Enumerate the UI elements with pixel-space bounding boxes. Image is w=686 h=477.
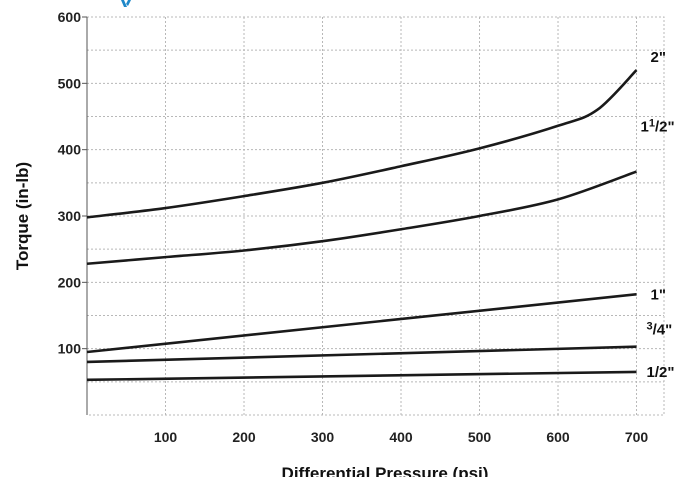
- series-label-2: 2": [651, 49, 666, 66]
- series-line-2: [86, 69, 638, 219]
- y-tick-label-100: 100: [58, 341, 82, 357]
- series-labels: 2" 11/2" 1" 3/4" 1/2": [641, 49, 675, 381]
- series-line-1-1-2: [86, 170, 637, 266]
- axes: [82, 16, 88, 415]
- plot-frame: [86, 16, 665, 416]
- tick-labels: 100 200 300 400 500 600 700 100 200 300 400 500 600: [58, 9, 649, 445]
- grid: [86, 16, 665, 416]
- y-tick-label-400: 400: [58, 142, 82, 158]
- x-tick-label-600: 600: [546, 429, 570, 445]
- x-tick-label-400: 400: [389, 429, 413, 445]
- cropped-title-fragment: [121, 0, 131, 7]
- series-label-1-1-2: 11/2": [641, 118, 675, 136]
- x-tick-label-700: 700: [625, 429, 649, 445]
- x-axis-title: Differential Pressure (psi): [282, 464, 489, 477]
- y-tick-label-600: 600: [58, 9, 82, 25]
- series-label-3-4: 3/4": [647, 321, 673, 339]
- series: [86, 69, 638, 382]
- y-tick-label-300: 300: [58, 208, 82, 224]
- y-tick-label-200: 200: [58, 274, 82, 290]
- series-line-3-4: [86, 345, 637, 364]
- x-tick-label-200: 200: [232, 429, 256, 445]
- x-tick-label-100: 100: [154, 429, 178, 445]
- series-label-1-2: 1/2": [647, 364, 675, 381]
- x-tick-label-300: 300: [311, 429, 335, 445]
- series-line-1-2: [86, 370, 637, 382]
- y-axis-title: Torque (in-lb): [13, 162, 32, 270]
- series-label-1: 1": [651, 286, 666, 303]
- y-tick-label-500: 500: [58, 75, 82, 91]
- series-line-1: [86, 292, 637, 354]
- x-tick-label-500: 500: [468, 429, 492, 445]
